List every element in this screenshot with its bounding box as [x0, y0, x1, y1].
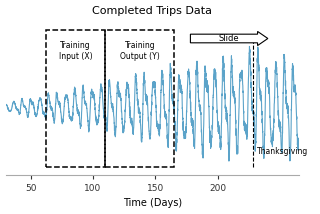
Text: Training
Output (Y): Training Output (Y) — [120, 41, 160, 61]
FancyArrow shape — [190, 31, 268, 46]
Text: Training
Input (X): Training Input (X) — [59, 41, 92, 61]
Bar — [45, 30, 106, 167]
Text: Thanksgiving: Thanksgiving — [257, 147, 308, 156]
Bar — [106, 30, 174, 167]
Title: Completed Trips Data: Completed Trips Data — [92, 6, 212, 16]
X-axis label: Time (Days): Time (Days) — [123, 198, 182, 208]
Text: Slide: Slide — [219, 34, 239, 43]
